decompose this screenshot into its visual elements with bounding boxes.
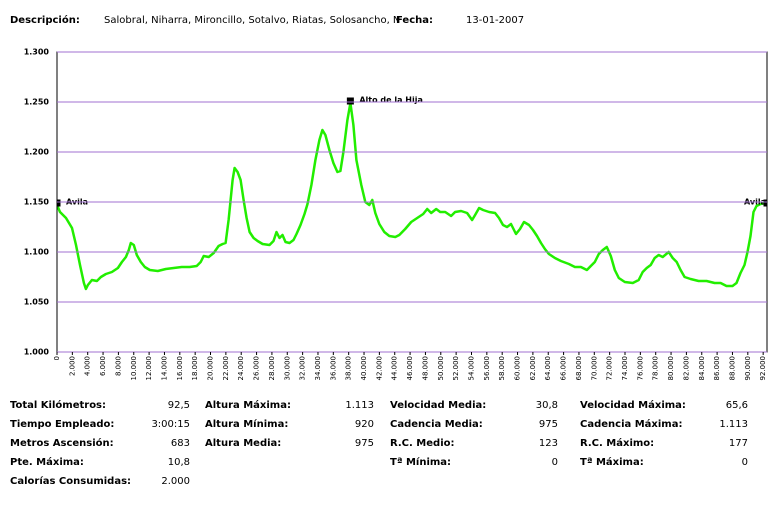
y-tick-label: 1.300 xyxy=(24,48,50,57)
stat-value: 0 xyxy=(742,457,748,468)
x-tick-label: 84.000 xyxy=(698,356,706,381)
annotation-marker xyxy=(57,199,61,207)
stat-label: Pte. Máxima: xyxy=(10,456,84,468)
x-tick-label: 60.000 xyxy=(514,356,522,381)
x-tick-label: 30.000 xyxy=(283,356,291,381)
stat-value: 10,8 xyxy=(168,457,190,468)
stat-label: Calorías Consumidas: xyxy=(10,475,131,487)
stat-value: 3:00:15 xyxy=(151,419,190,430)
x-tick-label: 80.000 xyxy=(667,356,675,381)
x-tick-label: 10.000 xyxy=(130,356,138,381)
stat-label: Tª Mínima: xyxy=(390,456,451,468)
y-tick-label: 1.250 xyxy=(24,98,50,107)
x-tick-label: 42.000 xyxy=(375,356,383,381)
x-tick-label: 46.000 xyxy=(406,356,414,381)
stat-value: 30,8 xyxy=(536,400,558,411)
y-tick-label: 1.000 xyxy=(24,348,50,357)
stat-label: Tª Máxima: xyxy=(580,456,644,468)
stat-label: Cadencia Máxima: xyxy=(580,418,682,430)
x-tick-label: 4.000 xyxy=(84,356,92,376)
description-label: Descripción: xyxy=(10,14,80,26)
y-tick-label: 1.150 xyxy=(24,198,50,207)
x-tick-label: 74.000 xyxy=(621,356,629,381)
date-label: Fecha: xyxy=(396,15,433,26)
stat-label: Velocidad Media: xyxy=(390,400,486,411)
x-tick-label: 56.000 xyxy=(483,356,491,381)
x-tick-label: 78.000 xyxy=(652,356,660,381)
stat-value: 0 xyxy=(552,457,558,468)
stat-value: 1.113 xyxy=(345,400,374,411)
description: Salobral, Niharra, Mironcillo, Sotalvo, … xyxy=(104,15,400,26)
x-tick-label: 62.000 xyxy=(529,356,537,381)
stat-value: 683 xyxy=(171,438,190,449)
x-tick-label: 48.000 xyxy=(421,356,429,381)
stat-value: 123 xyxy=(539,438,558,449)
x-tick-label: 24.000 xyxy=(237,356,245,381)
x-tick-label: 36.000 xyxy=(329,356,337,381)
elevation-line xyxy=(57,101,766,291)
stat-label: Altura Media: xyxy=(205,438,281,449)
x-tick-label: 64.000 xyxy=(544,356,552,381)
stat-value: 1.113 xyxy=(719,419,748,430)
x-tick-label: 32.000 xyxy=(299,356,307,381)
x-tick-label: 28.000 xyxy=(268,356,276,381)
x-tick-label: 82.000 xyxy=(682,356,690,381)
stat-value: 920 xyxy=(355,419,374,430)
annotation-marker xyxy=(346,97,354,105)
x-tick-label: 50.000 xyxy=(437,356,445,381)
x-tick-label: 20.000 xyxy=(207,356,215,381)
x-tick-label: 44.000 xyxy=(391,356,399,381)
x-tick-label: 76.000 xyxy=(636,356,644,381)
stat-label: Altura Mínima: xyxy=(205,418,288,430)
stat-label: R.C. Máximo: xyxy=(580,437,654,449)
x-tick-label: 16.000 xyxy=(176,356,184,381)
x-tick-label: 34.000 xyxy=(314,356,322,381)
x-tick-label: 0 xyxy=(53,356,61,360)
x-tick-label: 6.000 xyxy=(99,356,107,376)
x-tick-label: 90.000 xyxy=(744,356,752,381)
x-tick-label: 88.000 xyxy=(728,356,736,381)
x-tick-label: 2.000 xyxy=(68,356,76,376)
x-tick-label: 26.000 xyxy=(253,356,261,381)
x-tick-label: 18.000 xyxy=(191,356,199,381)
stat-label: Tiempo Empleado: xyxy=(10,419,114,430)
x-tick-label: 8.000 xyxy=(114,356,122,376)
x-tick-label: 22.000 xyxy=(222,356,230,381)
x-tick-label: 66.000 xyxy=(560,356,568,381)
x-tick-label: 40.000 xyxy=(360,356,368,381)
annotation-label: Alto de la Hija xyxy=(359,96,422,105)
y-tick-label: 1.100 xyxy=(24,248,50,257)
x-tick-label: 72.000 xyxy=(606,356,614,381)
x-tick-label: 58.000 xyxy=(498,356,506,381)
stat-value: 65,6 xyxy=(726,400,748,411)
stat-label: R.C. Medio: xyxy=(390,438,455,449)
stat-label: Altura Máxima: xyxy=(205,399,291,411)
x-tick-label: 86.000 xyxy=(713,356,721,381)
stat-value: 2.000 xyxy=(161,476,190,487)
y-tick-label: 1.050 xyxy=(24,298,50,307)
annotation-marker xyxy=(763,199,767,207)
date: 13-01-2007 xyxy=(466,15,524,26)
stat-label: Cadencia Media: xyxy=(390,419,483,430)
stat-value: 975 xyxy=(355,438,374,449)
x-tick-label: 54.000 xyxy=(467,356,475,381)
y-tick-label: 1.200 xyxy=(24,148,50,157)
x-tick-label: 68.000 xyxy=(575,356,583,381)
stat-value: 975 xyxy=(539,419,558,430)
stat-label: Metros Ascensión: xyxy=(10,437,114,449)
x-tick-label: 38.000 xyxy=(345,356,353,381)
stat-value: 92,5 xyxy=(168,400,190,411)
x-tick-label: 52.000 xyxy=(452,356,460,381)
stat-label: Velocidad Máxima: xyxy=(580,399,686,411)
x-tick-label: 14.000 xyxy=(160,356,168,381)
x-tick-label: 92.000 xyxy=(759,356,767,381)
stat-label: Total Kilómetros: xyxy=(10,399,106,411)
x-tick-label: 70.000 xyxy=(590,356,598,381)
x-tick-label: 12.000 xyxy=(145,356,153,381)
stat-value: 177 xyxy=(729,438,748,449)
